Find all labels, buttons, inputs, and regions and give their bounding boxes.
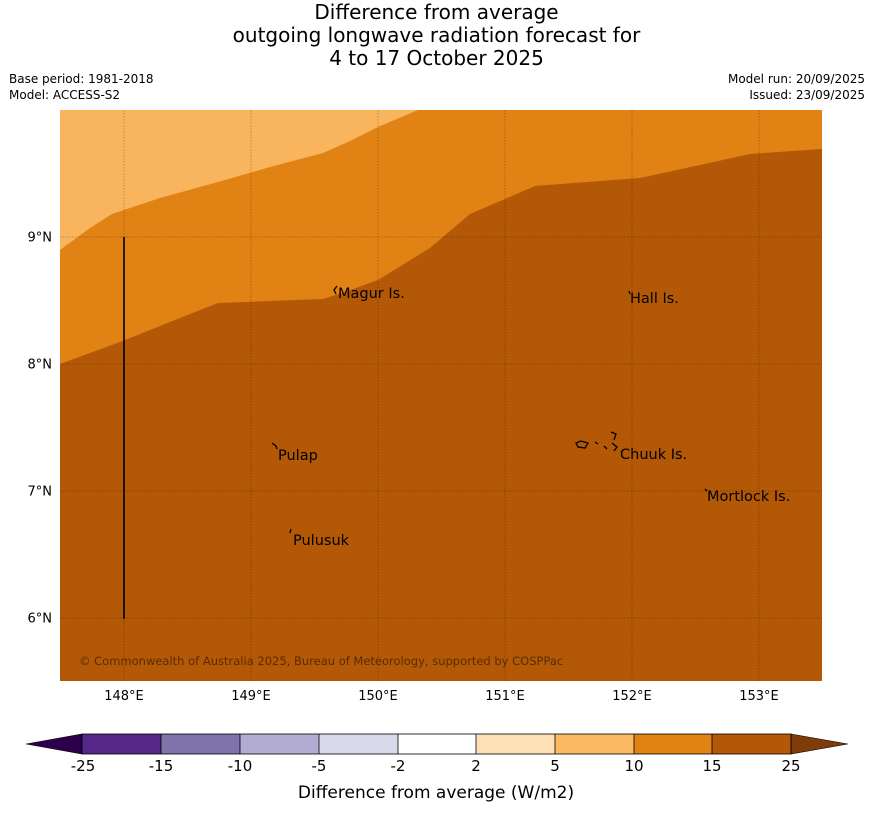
colorbar-dividers (160, 734, 713, 754)
colorbar-extend-high (790, 733, 849, 755)
lat-axis-labels: 9°N 8°N 7°N 6°N (28, 231, 53, 627)
colorbar-tick: -10 (228, 757, 253, 775)
place-label-hall: Hall Is. (630, 291, 679, 307)
place-label-pulusuk: Pulusuk (293, 533, 350, 549)
lat-tick-9: 9°N (28, 231, 53, 246)
colorbar-segment-3 (240, 734, 319, 754)
lon-tick-151: 151°E (485, 689, 525, 704)
lon-axis-labels: 148°E 149°E 150°E 151°E 152°E 153°E (104, 689, 779, 704)
place-label-pulap: Pulap (278, 448, 318, 464)
lon-tick-148: 148°E (104, 689, 144, 704)
place-label-mortlock: Mortlock Is. (707, 489, 790, 505)
colorbar-tick: 2 (471, 757, 481, 775)
colorbar-segment-2 (161, 734, 240, 754)
title-line-2: outgoing longwave radiation forecast for (232, 23, 641, 47)
colorbar-segment-8 (634, 734, 712, 754)
lat-tick-6: 6°N (28, 612, 53, 627)
map-area: © Commonwealth of Australia 2025, Bureau… (60, 110, 822, 681)
band-15-25-region (60, 149, 822, 681)
pulusuk-island-shape (289, 528, 292, 534)
colorbar-tick: -15 (149, 757, 174, 775)
colorbar: -25 -15 -10 -5 -2 2 5 10 15 25 Differenc… (25, 733, 849, 803)
hall-island-shape (628, 290, 631, 295)
lat-tick-7: 7°N (28, 485, 53, 500)
lon-tick-150: 150°E (358, 689, 398, 704)
colorbar-tick: 25 (781, 757, 800, 775)
meta-left: Base period: 1981-2018 Model: ACCESS-S2 (9, 71, 154, 103)
lat-tick-8: 8°N (28, 358, 53, 373)
meta-right: Model run: 20/09/2025 Issued: 23/09/2025 (728, 71, 865, 103)
chart-title: Difference from average outgoing longwav… (0, 0, 873, 70)
lon-tick-149: 149°E (231, 689, 271, 704)
title-line-3: 4 to 17 October 2025 (329, 46, 544, 70)
model-run: Model run: 20/09/2025 (727, 72, 865, 86)
colorbar-segment-1 (82, 734, 161, 754)
colorbar-segment-6 (476, 734, 555, 754)
colorbar-label: Difference from average (W/m2) (298, 783, 574, 803)
place-label-chuuk: Chuuk Is. (620, 447, 687, 463)
magur-island-shape (333, 285, 338, 295)
colorbar-tick: -5 (312, 757, 327, 775)
island-shapes (271, 285, 708, 534)
colorbar-tick: -25 (71, 757, 96, 775)
colorbar-tick-labels: -25 -15 -10 -5 -2 2 5 10 15 25 (71, 757, 801, 775)
lat-gridlines (60, 236, 822, 619)
map-copyright: © Commonwealth of Australia 2025, Bureau… (79, 654, 563, 668)
colorbar-segment-5 (398, 734, 476, 754)
place-label-magur: Magur Is. (338, 286, 405, 302)
lon-tick-153: 153°E (739, 689, 779, 704)
colorbar-segment-7 (555, 734, 634, 754)
base-period: Base period: 1981-2018 (9, 72, 154, 86)
model-name: Model: ACCESS-S2 (9, 88, 121, 102)
mortlock-island-shape (704, 488, 708, 492)
colorbar-tick: -2 (391, 757, 406, 775)
chuuk-lagoon-shape (575, 431, 618, 452)
colorbar-segment-9 (712, 734, 791, 754)
colorbar-tick: 10 (624, 757, 643, 775)
place-labels: Magur Is. Hall Is. Pulap Chuuk Is. Mortl… (278, 286, 790, 549)
issued-date: Issued: 23/09/2025 (749, 88, 865, 102)
colorbar-extend-low (25, 733, 83, 755)
title-line-1: Difference from average (314, 0, 559, 24)
colorbar-segment-4 (319, 734, 398, 754)
lon-tick-152: 152°E (612, 689, 652, 704)
colorbar-tick: 15 (702, 757, 721, 775)
colorbar-tick: 5 (550, 757, 560, 775)
pulap-island-shape (271, 442, 278, 450)
colorbar-outline (81, 733, 792, 755)
